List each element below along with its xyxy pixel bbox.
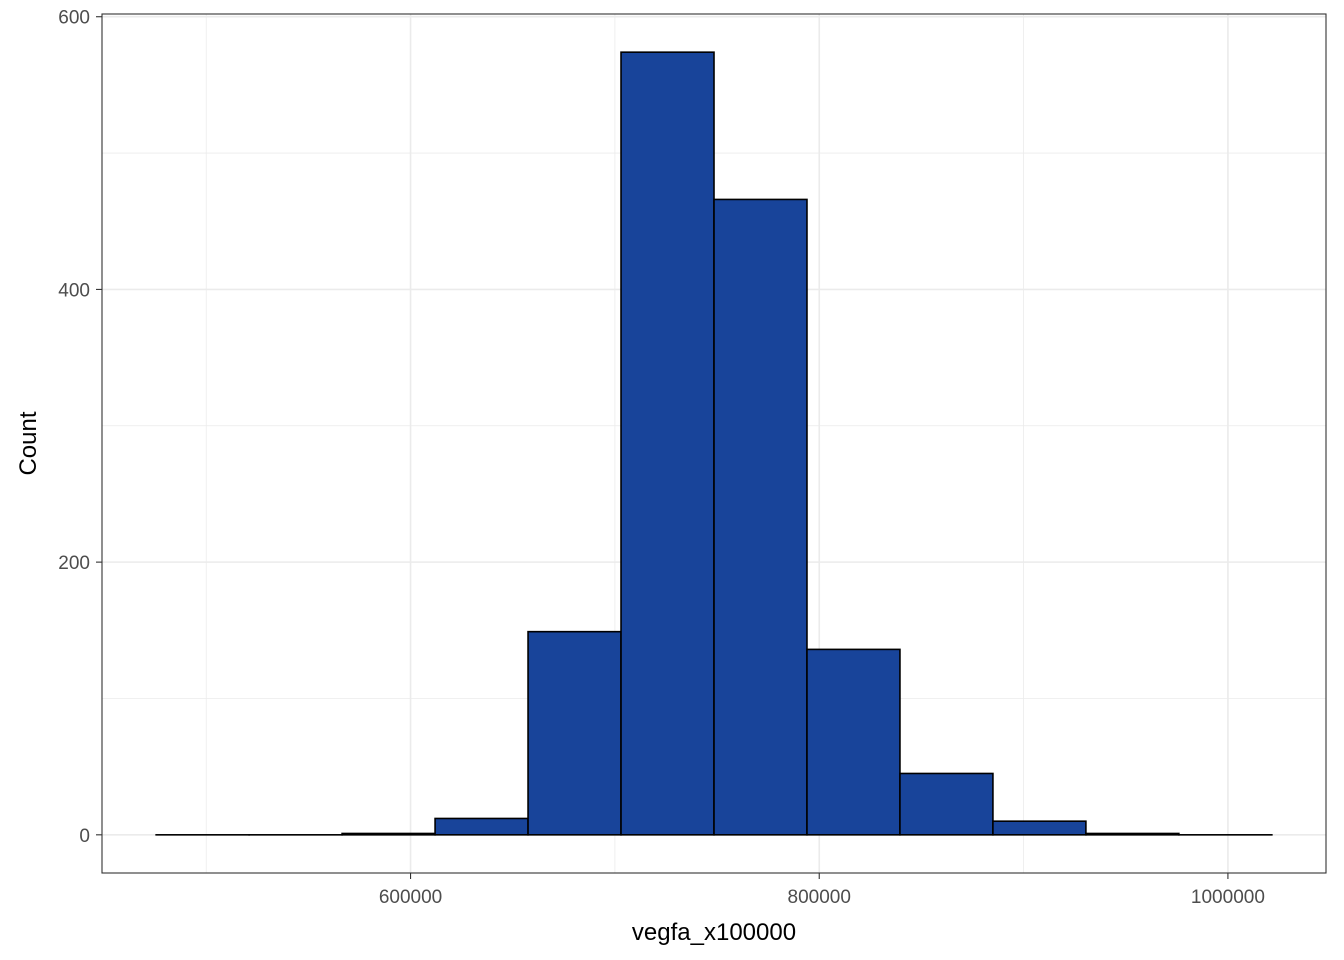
y-tick-label: 200 [58,553,90,574]
histogram-bar [527,630,622,836]
panel-border [101,13,1327,874]
histogram-bar [899,772,994,836]
y-axis-title: Count [15,411,42,475]
y-tick-label: 600 [58,8,90,29]
histogram-bar [434,817,529,836]
x-tick-label: 800000 [788,887,851,908]
y-tick-label: 400 [58,280,90,301]
histogram-bar [713,198,808,836]
axis-ticks [96,16,1229,879]
tick-labels: 600000 800000 1000000 0 200 400 600 [58,8,1265,908]
x-tick-label: 600000 [379,887,442,908]
histogram-bar [341,832,436,836]
y-tick-label: 0 [79,826,90,847]
histogram-bar [806,648,901,836]
histogram-bar [620,51,715,836]
histogram-bars [155,51,1273,836]
x-tick-label: 1000000 [1191,887,1265,908]
histogram-bar [992,820,1087,836]
x-axis-title: vegfa_x100000 [632,919,796,946]
histogram-bar [1085,832,1180,836]
